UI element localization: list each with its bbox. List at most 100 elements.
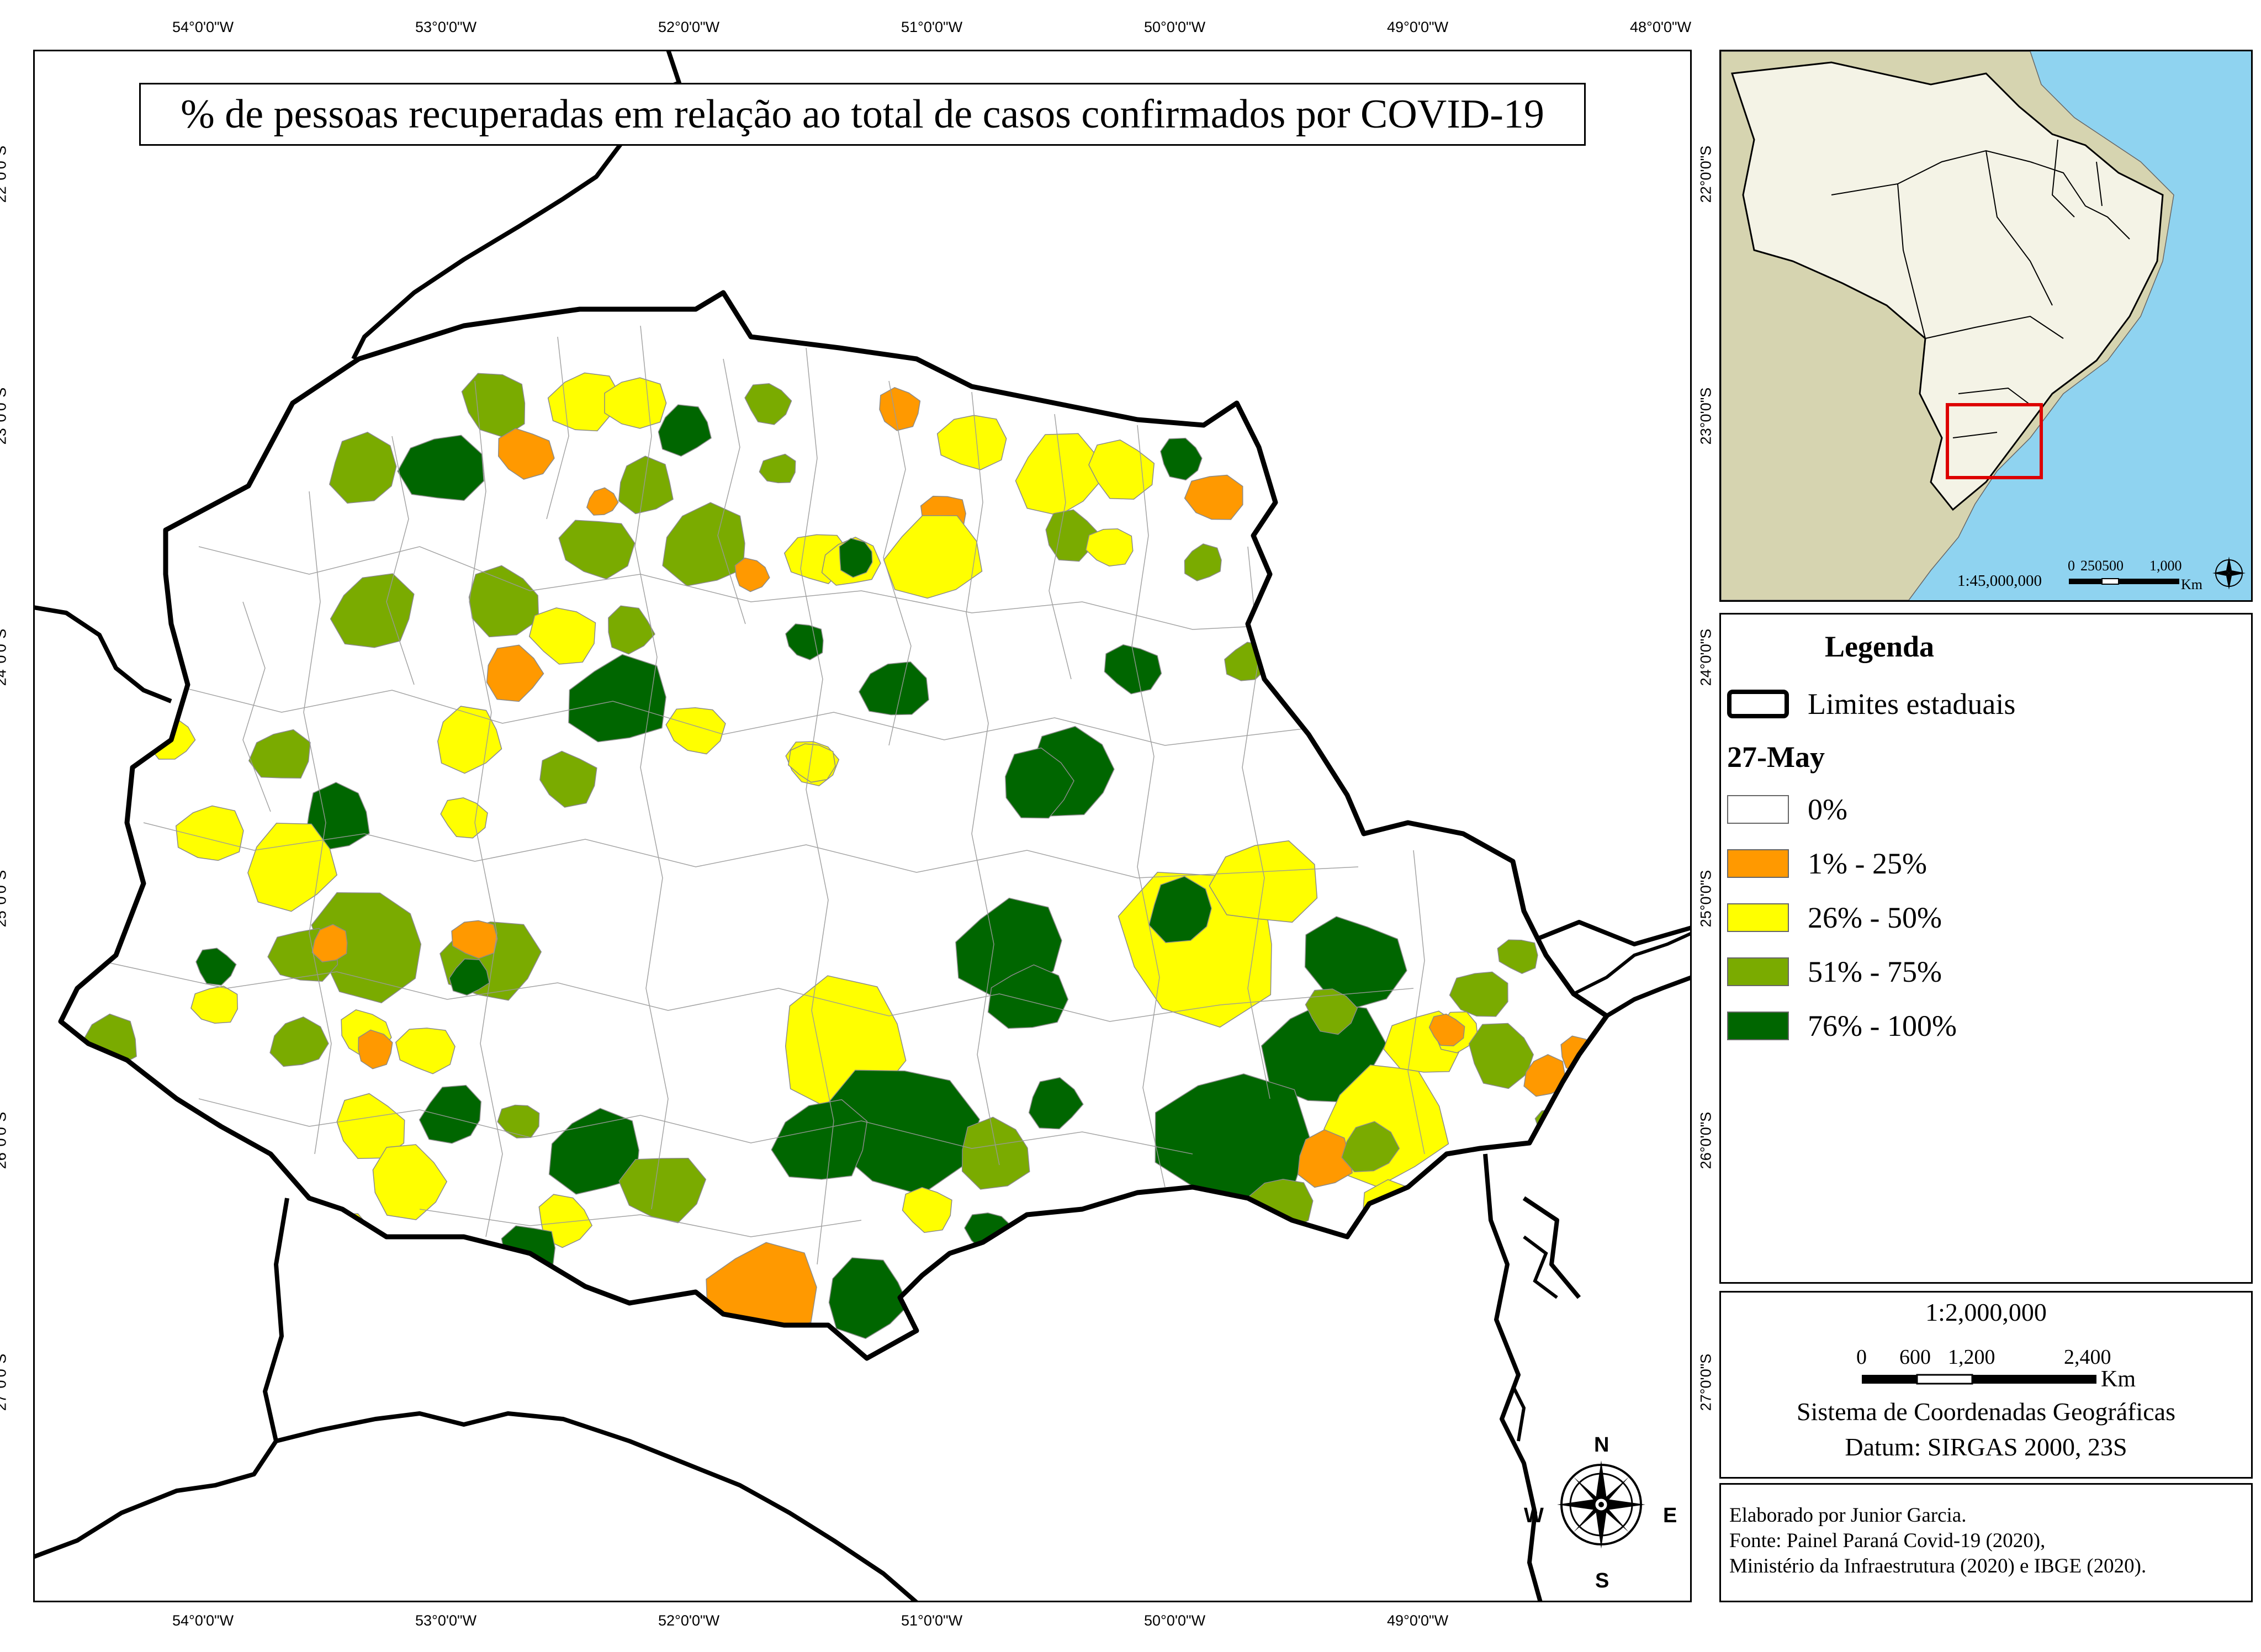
municipality-region[interactable] (397, 435, 484, 501)
credits-author: Elaborado por Junior Garcia. (1729, 1504, 1967, 1527)
municipality-region[interactable] (395, 1028, 456, 1074)
lon-label-bottom: 53°0'0"W (415, 1612, 477, 1629)
legend-swatch (1727, 903, 1789, 932)
municipality-region[interactable] (372, 1144, 448, 1220)
municipal-boundaries (99, 325, 1425, 1265)
municipality-region[interactable] (618, 1158, 707, 1224)
municipality-region[interactable] (330, 573, 415, 648)
municipality-region[interactable] (451, 920, 498, 959)
scale-tick-label: 600 (1899, 1346, 1931, 1369)
municipality-region[interactable] (468, 565, 539, 638)
municipality-region[interactable] (858, 661, 929, 716)
municipality-region[interactable] (734, 557, 770, 592)
municipality-region[interactable] (175, 805, 244, 861)
municipality-region[interactable] (1085, 528, 1134, 566)
municipality-region[interactable] (759, 453, 796, 484)
municipality-region[interactable] (558, 520, 636, 580)
municipality-region[interactable] (839, 538, 873, 578)
municipality-region[interactable] (902, 1187, 952, 1233)
legend-panel (1719, 613, 2253, 1284)
lat-label-right: 25°0'0"S (1697, 870, 1714, 928)
lat-label-left: 26°0'0"S (0, 1111, 9, 1169)
legend-class-item: 1% - 25% (1727, 846, 1927, 881)
municipality-region[interactable] (539, 750, 597, 808)
municipality-region[interactable] (548, 1108, 639, 1195)
municipality-region[interactable] (665, 707, 726, 755)
municipality-region[interactable] (987, 964, 1069, 1029)
municipality-region[interactable] (448, 958, 490, 996)
municipality-region[interactable] (1523, 1054, 1566, 1097)
municipality-region[interactable] (787, 743, 836, 783)
municipality-region[interactable] (936, 415, 1007, 470)
municipality-region[interactable] (1273, 624, 1311, 655)
municipality-region[interactable] (329, 431, 397, 504)
municipality-region[interactable] (586, 487, 619, 516)
municipality-region[interactable] (1428, 1013, 1465, 1046)
municipality-region[interactable] (269, 1016, 329, 1067)
municipality-region[interactable] (358, 1029, 393, 1069)
municipality-region[interactable] (1045, 509, 1099, 562)
lat-label-right: 24°0'0"S (1697, 628, 1714, 686)
lon-label-top: 52°0'0"W (658, 19, 720, 35)
lat-label-right: 26°0'0"S (1697, 1111, 1714, 1169)
lat-label-left: 25°0'0"S (0, 870, 9, 928)
municipality-region[interactable] (1449, 971, 1508, 1017)
inset-scale-tick: 250500 (2080, 558, 2124, 574)
lon-label-top: 50°0'0"W (1144, 19, 1206, 35)
legend-class-item: 0% (1727, 792, 1847, 827)
municipality-region[interactable] (1468, 1023, 1534, 1089)
inset-map[interactable] (1721, 51, 2251, 600)
municipality-region[interactable] (1497, 939, 1538, 975)
map-title-text: % de pessoas recuperadas em relação ao t… (181, 91, 1544, 137)
municipality-region[interactable] (961, 1116, 1030, 1190)
municipality-region[interactable] (1160, 437, 1203, 481)
inset-scale-unit: Km (2181, 576, 2202, 592)
municipality-region[interactable] (247, 823, 338, 912)
lon-label-bottom: 51°0'0"W (901, 1612, 963, 1629)
municipality-region[interactable] (326, 1213, 369, 1248)
municipality-region[interactable] (1088, 440, 1155, 500)
municipality-region[interactable] (248, 729, 311, 779)
municipality-region[interactable] (419, 1084, 481, 1144)
municipality-region[interactable] (1209, 840, 1318, 923)
lon-label-top: 51°0'0"W (901, 19, 963, 35)
lat-label-right: 27°0'0"S (1697, 1353, 1714, 1411)
compass-west-label: W (1524, 1504, 1544, 1527)
lat-label-left: 24°0'0"S (0, 628, 9, 686)
municipality-region[interactable] (1028, 1077, 1084, 1130)
municipality-region[interactable] (1005, 747, 1074, 819)
municipality-region[interactable] (744, 383, 792, 425)
credits-source-1: Fonte: Painel Paraná Covid-19 (2020), (1729, 1529, 2046, 1552)
municipality-region[interactable] (883, 515, 983, 599)
municipality-region[interactable] (195, 947, 237, 986)
municipality-region[interactable] (1148, 876, 1212, 943)
municipality-region[interactable] (1341, 1121, 1400, 1172)
municipality-region[interactable] (568, 654, 666, 743)
municipality-region[interactable] (1184, 474, 1243, 520)
choropleth-layer (82, 372, 1601, 1339)
compass-rose-icon (1557, 1460, 1645, 1549)
credits-text: Elaborado por Junior Garcia. Fonte: Pain… (1729, 1503, 2146, 1579)
municipality-region[interactable] (497, 1104, 540, 1139)
municipality-region[interactable] (1184, 543, 1222, 581)
legend-class-label: 26% - 50% (1808, 901, 1942, 934)
municipality-region[interactable] (662, 502, 745, 586)
legend-boundary-label: Limites estaduais (1808, 687, 2016, 721)
municipality-region[interactable] (771, 1099, 868, 1180)
municipality-region[interactable] (879, 386, 921, 431)
legend-swatch (1727, 849, 1789, 878)
municipality-region[interactable] (486, 644, 544, 702)
municipality-region[interactable] (336, 1093, 405, 1159)
municipality-region[interactable] (190, 986, 239, 1024)
lon-label-bottom: 54°0'0"W (172, 1612, 234, 1629)
municipality-region[interactable] (823, 1069, 981, 1195)
municipality-region[interactable] (618, 456, 674, 515)
municipality-region[interactable] (658, 404, 712, 457)
municipality-region[interactable] (528, 607, 596, 665)
lon-label-bottom: 49°0'0"W (1387, 1612, 1449, 1629)
municipality-region[interactable] (497, 428, 555, 480)
municipality-region[interactable] (311, 924, 348, 963)
municipality-region[interactable] (1104, 644, 1162, 695)
compass-east-label: E (1663, 1504, 1677, 1527)
main-map[interactable] (33, 50, 1692, 1602)
